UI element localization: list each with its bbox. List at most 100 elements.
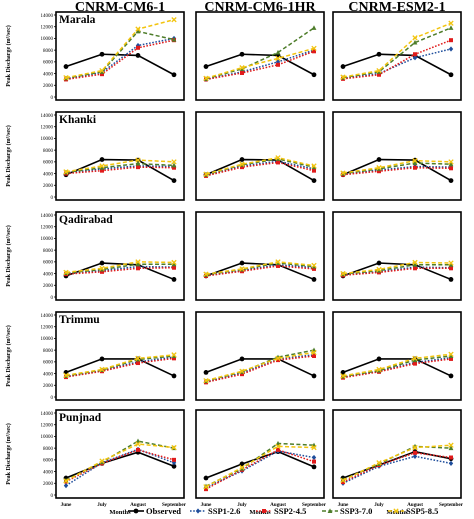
marker-square (449, 166, 453, 171)
panel-frame (55, 11, 185, 101)
marker-triangle (448, 25, 454, 30)
series-line (205, 49, 315, 81)
marker-cross (376, 165, 382, 171)
marker-cross (171, 159, 177, 165)
marker-cross (311, 444, 317, 451)
marker-circle (239, 51, 245, 57)
marker-square (449, 356, 453, 361)
y-tick-label: 4000 (43, 470, 54, 475)
marker-cross (448, 351, 454, 357)
marker-triangle (448, 353, 454, 358)
panel-khanki-cnrm-cm6-1: 0 2000 4000 6000 8000 10000 12000 14000 Khanki (41, 111, 185, 201)
marker-cross (340, 170, 346, 176)
y-tick-label: 14000 (41, 114, 54, 119)
legend-label: Observed (146, 506, 181, 516)
marker-cross (412, 35, 418, 41)
marker-cross (203, 377, 209, 384)
series-line (205, 449, 315, 490)
panel-frame (195, 11, 325, 101)
marker-cross (376, 460, 382, 466)
panel-punjnad-cnrm-cm6-1: 0 2000 4000 6000 8000 10000 12000 14000 Punjnad J… (41, 409, 187, 516)
marker-circle (448, 178, 454, 184)
series-line (342, 261, 452, 275)
marker-square (100, 269, 104, 274)
marker-cross (63, 478, 69, 484)
y-tick-label: 4000 (43, 272, 54, 277)
marker-circle (239, 461, 245, 467)
y-tick-label: 14000 (41, 14, 54, 19)
marker-square (172, 356, 176, 361)
marker-square (100, 168, 104, 173)
series-line (342, 353, 452, 377)
x-tick-label: September (439, 502, 464, 508)
y-axis-label: Peak Discharge (m³/sec) (5, 125, 12, 186)
marker-square (413, 361, 417, 366)
marker-cross (275, 55, 281, 62)
marker-circle (311, 72, 317, 78)
series-line (65, 443, 175, 482)
y-tick-label: 12000 (41, 26, 54, 31)
y-tick-label: 8000 (43, 249, 54, 254)
series-line (205, 156, 315, 175)
marker-circle (340, 370, 346, 375)
series-line (205, 354, 315, 383)
y-axis-label: Peak Discharge (m³/sec) (5, 225, 12, 286)
series-line (342, 158, 452, 182)
y-axis-label: Peak Discharge (m³/sec) (5, 25, 12, 86)
marker-square (413, 52, 417, 57)
marker-square (100, 72, 104, 77)
marker-cross (275, 155, 281, 161)
series-line (342, 355, 452, 378)
x-tick-label: July (374, 502, 384, 508)
marker-circle (448, 72, 454, 78)
marker-circle (376, 356, 382, 362)
marker-diamond (63, 483, 69, 489)
marker-cross (311, 45, 317, 52)
panel-frame (55, 409, 185, 499)
series-line (205, 158, 315, 176)
legend-item: SSP3-7.0 (322, 506, 372, 516)
series-line (205, 160, 315, 177)
y-tick-label: 2000 (43, 482, 54, 487)
marker-triangle (412, 262, 418, 267)
marker-triangle (412, 39, 418, 45)
series-line (342, 165, 452, 175)
marker-circle (311, 277, 317, 282)
series-line (205, 450, 315, 479)
marker-cross (203, 75, 209, 81)
marker-square (377, 169, 381, 174)
series-line (342, 264, 451, 275)
y-tick-label: 0 (51, 196, 54, 201)
marker-square (172, 165, 176, 170)
series-line (65, 158, 175, 182)
series-line (65, 53, 175, 76)
panel-frame (195, 311, 325, 401)
marker-square (312, 354, 316, 358)
series-line (205, 358, 315, 377)
station-label: Punjnad (59, 412, 102, 424)
y-tick-label: 2000 (43, 84, 54, 89)
marker-cross (63, 169, 69, 175)
series-line (205, 261, 315, 275)
series-line (342, 357, 452, 378)
series-line (65, 449, 175, 483)
marker-square (449, 455, 453, 460)
panel-marala-cnrm-cm6-1hr (195, 11, 325, 101)
x-tick-label: July (97, 502, 107, 508)
marker-square (136, 45, 140, 50)
series-line (65, 357, 175, 378)
marker-cross (376, 67, 382, 74)
marker-circle (376, 260, 382, 266)
marker-cross (340, 270, 346, 277)
marker-circle (311, 178, 317, 184)
marker-triangle (171, 162, 177, 168)
panel-frame (195, 211, 325, 301)
panel-khanki-cnrm-esm2-1 (332, 111, 462, 201)
marker-triangle (171, 261, 177, 267)
series-line (65, 261, 175, 274)
series-line (342, 159, 452, 174)
series-line (65, 166, 175, 175)
marker-cross (239, 464, 245, 471)
y-tick-label: 14000 (41, 412, 54, 417)
